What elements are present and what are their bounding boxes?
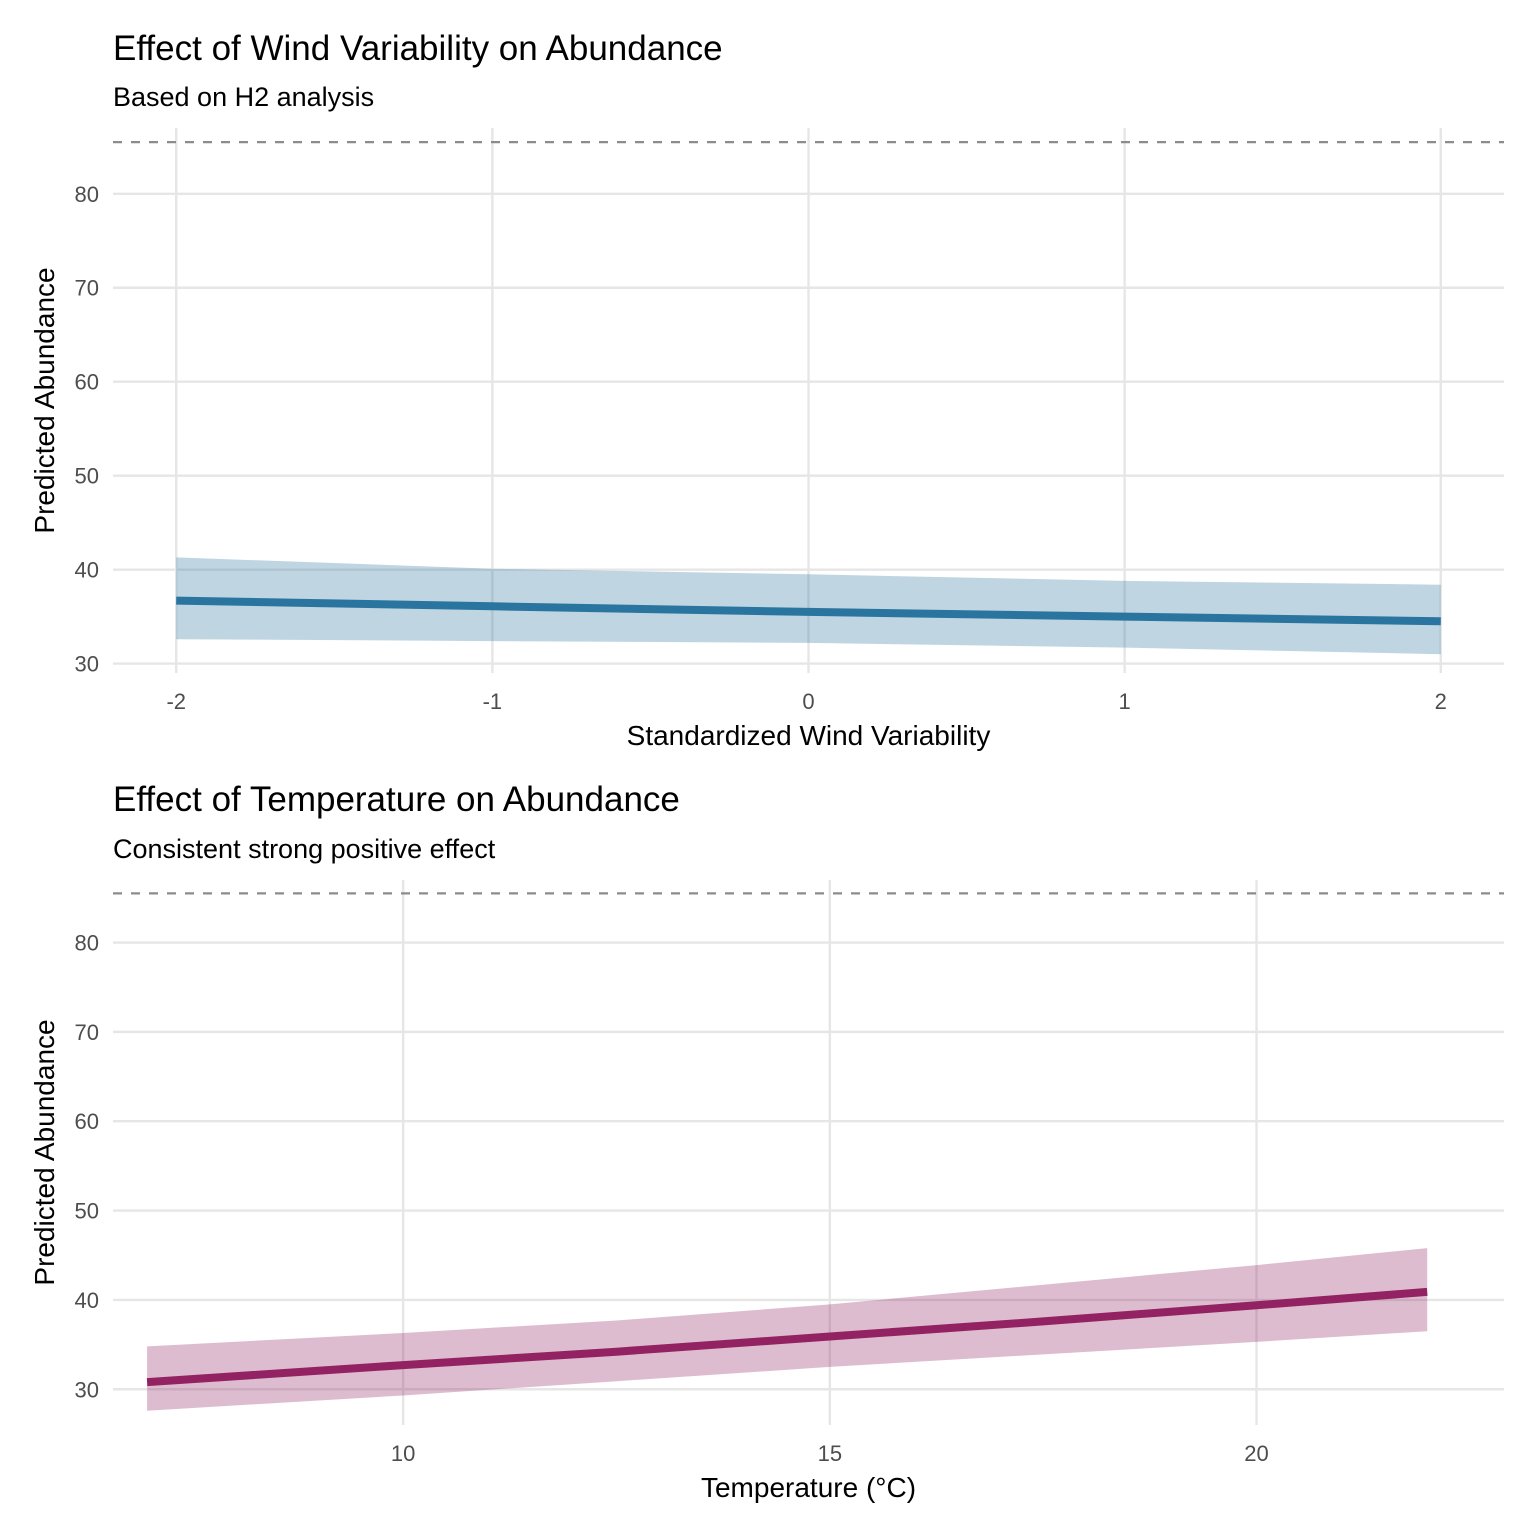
fit-line (176, 596, 1441, 626)
wind-variability-panel: Effect of Wind Variability on Abundance … (29, 29, 1504, 751)
x-tick-label: 1 (1119, 689, 1131, 714)
panel-title: Effect of Temperature on Abundance (113, 780, 680, 819)
x-tick-label: 15 (818, 1441, 842, 1466)
y-tick-label: 40 (75, 1288, 99, 1313)
x-tick-labels: 10 15 20 (391, 1441, 1269, 1466)
y-tick-label: 30 (75, 1377, 99, 1402)
confidence-band (176, 557, 1441, 655)
x-tick-label: 0 (802, 689, 814, 714)
x-tick-label: -2 (166, 689, 186, 714)
y-tick-labels: 30 40 50 60 70 80 (75, 182, 99, 677)
y-tick-label: 50 (75, 464, 99, 489)
x-tick-label: 10 (391, 1441, 415, 1466)
y-tick-label: 40 (75, 558, 99, 583)
temperature-panel: Effect of Temperature on Abundance Consi… (29, 780, 1504, 1503)
panel-title: Effect of Wind Variability on Abundance (113, 29, 723, 68)
x-tick-labels: -2 -1 0 1 2 (166, 689, 1446, 714)
panel-subtitle: Based on H2 analysis (113, 82, 374, 112)
y-tick-label: 50 (75, 1199, 99, 1224)
y-axis-title: Predicted Abundance (29, 267, 60, 533)
y-tick-label: 60 (75, 370, 99, 395)
x-tick-label: -1 (483, 689, 503, 714)
x-axis-title: Temperature (°C) (701, 1472, 916, 1503)
y-tick-label: 80 (75, 182, 99, 207)
y-tick-label: 60 (75, 1109, 99, 1134)
y-tick-label: 80 (75, 931, 99, 956)
y-axis-title: Predicted Abundance (29, 1019, 60, 1285)
fit-line (146, 1287, 1428, 1387)
y-tick-label: 30 (75, 652, 99, 677)
x-tick-label: 2 (1435, 689, 1447, 714)
gridlines (113, 128, 1504, 673)
x-tick-label: 20 (1244, 1441, 1268, 1466)
panel-subtitle: Consistent strong positive effect (113, 834, 496, 864)
y-tick-label: 70 (75, 1020, 99, 1045)
y-tick-labels: 30 40 50 60 70 80 (75, 931, 99, 1403)
confidence-band (147, 1248, 1428, 1411)
x-axis-title: Standardized Wind Variability (627, 720, 991, 751)
y-tick-label: 70 (75, 276, 99, 301)
